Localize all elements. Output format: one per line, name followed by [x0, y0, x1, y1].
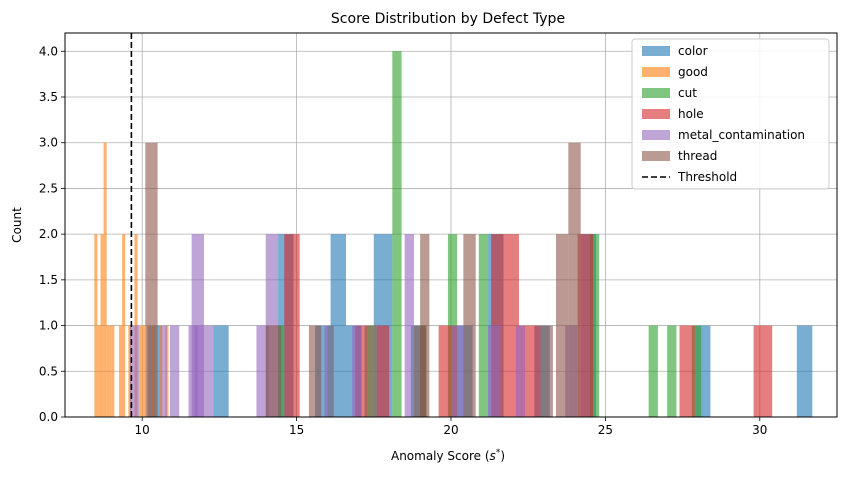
histogram-bar: [122, 234, 126, 417]
histogram-bar: [111, 325, 115, 417]
y-tick-label: 2.0: [39, 227, 58, 241]
histogram-bar: [540, 325, 553, 417]
histogram-bar: [568, 142, 581, 417]
histogram-bar: [194, 325, 214, 417]
histogram-bar: [134, 234, 138, 417]
axis-ticks: 10 15 20 25 30 0.0 0.5 1.0 1.5 2.0 2.5 3.0 3.5 4.0: [39, 44, 768, 437]
legend-swatch: [642, 88, 670, 98]
histogram-bar: [324, 325, 334, 417]
histogram-bar: [555, 234, 569, 417]
legend-label: thread: [678, 149, 717, 163]
legend-swatch: [642, 46, 670, 56]
x-axis-label: Anomaly Score (s*): [391, 448, 505, 463]
histogram-bar: [94, 234, 98, 417]
histogram-bar: [352, 325, 362, 417]
x-axis-label-variable: s: [490, 449, 496, 463]
histogram-bar: [404, 234, 414, 417]
legend-box: [631, 38, 830, 190]
histogram-bar: [667, 325, 677, 417]
histogram-bar: [589, 234, 600, 417]
x-axis-label-close: ): [500, 449, 505, 463]
histogram-bar: [145, 142, 158, 417]
histogram-bar: [256, 325, 269, 417]
x-axis-label-superscript: *: [496, 448, 501, 458]
y-tick-label: 3.0: [39, 136, 58, 150]
y-tick-label: 0.5: [39, 364, 58, 378]
histogram-bar: [796, 325, 813, 417]
histogram-bar: [100, 234, 104, 417]
histogram-bar: [451, 325, 464, 417]
histogram-bar: [139, 325, 143, 417]
y-tick-label: 1.5: [39, 273, 58, 287]
y-axis-label: Count: [10, 207, 24, 243]
x-axis-label-text: Anomaly Score (: [391, 449, 490, 463]
histogram-bar: [364, 325, 377, 417]
histogram-bar: [648, 325, 658, 417]
histogram-bar: [463, 234, 476, 417]
legend-swatch: [642, 109, 670, 119]
histogram-bar: [577, 234, 594, 417]
legend-swatch: [642, 130, 670, 140]
y-tick-label: 2.5: [39, 181, 58, 195]
histogram-bar: [169, 325, 180, 417]
x-tick-label: 30: [752, 423, 767, 437]
histogram-bar: [392, 51, 402, 418]
histogram-bar: [330, 234, 347, 417]
chart-title: Score Distribution by Defect Type: [331, 11, 565, 27]
legend-label: hole: [678, 107, 704, 121]
histogram-bar: [119, 325, 123, 417]
histogram-bar: [142, 325, 146, 417]
series-thread: [145, 142, 581, 417]
histogram-bars: [94, 51, 813, 418]
histogram-bar: [106, 325, 112, 417]
histogram-bar: [129, 325, 140, 417]
histogram-bar: [265, 325, 282, 417]
x-tick-label: 20: [443, 423, 458, 437]
y-tick-label: 0.0: [39, 410, 58, 424]
legend-label: Threshold: [677, 170, 737, 184]
legend-label: metal_contamination: [678, 128, 805, 142]
histogram-bar: [447, 234, 458, 417]
y-tick-label: 3.5: [39, 90, 58, 104]
histogram-bar: [753, 325, 773, 417]
legend-swatch: [642, 67, 670, 77]
histogram-bar: [691, 325, 702, 417]
histogram-bar: [128, 325, 132, 417]
histogram-bar: [160, 325, 167, 417]
histogram-bar: [488, 325, 501, 417]
histogram-bar: [376, 325, 390, 417]
histogram-bar: [97, 325, 101, 417]
histogram-bar: [679, 325, 695, 417]
x-tick-label: 10: [135, 423, 150, 437]
y-tick-label: 4.0: [39, 44, 58, 58]
x-tick-label: 25: [598, 423, 613, 437]
histogram-bar: [308, 325, 322, 417]
histogram-bar: [515, 325, 526, 417]
legend-label: good: [678, 65, 708, 79]
histogram-bar: [284, 234, 300, 417]
y-tick-label: 1.0: [39, 319, 58, 333]
x-tick-label: 15: [289, 423, 304, 437]
histogram-bar: [103, 142, 107, 417]
legend-swatch: [642, 151, 670, 161]
legend-label: cut: [678, 86, 697, 100]
legend-label: color: [678, 44, 708, 58]
series-metal-contamination: [129, 234, 578, 417]
histogram-bar: [420, 234, 430, 417]
histogram-bar: [478, 234, 489, 417]
histogram-bar: [213, 325, 229, 417]
legend: color good cut hole metal_contaminationthrea…: [631, 38, 830, 190]
